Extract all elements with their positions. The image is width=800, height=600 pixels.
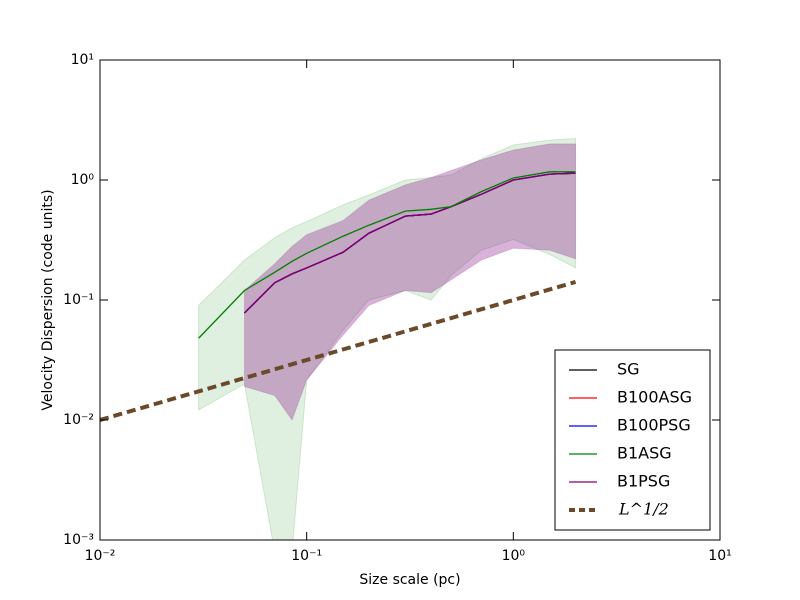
x-tick-label: 10⁰	[502, 548, 526, 564]
legend-label: B100PSG	[617, 416, 691, 435]
y-tick-label: 10⁻³	[63, 532, 94, 548]
band	[198, 137, 577, 540]
y-tick-label: 10¹	[71, 52, 94, 68]
x-tick-label: 10⁻¹	[291, 548, 322, 564]
reference-line	[100, 280, 577, 422]
legend-label: B1PSG	[617, 472, 670, 491]
series-line	[243, 172, 576, 314]
x-axis-label: Size scale (pc)	[359, 572, 460, 588]
series-line	[198, 171, 576, 339]
y-tick-label: 10⁰	[71, 172, 95, 188]
legend-label: B100ASG	[617, 388, 692, 407]
x-tick-label: 10¹	[708, 548, 731, 564]
legend-label: L^1/2	[618, 500, 669, 519]
legend-box	[554, 349, 711, 531]
legend-label: SG	[617, 360, 640, 379]
x-tick-label: 10⁻²	[85, 548, 116, 564]
y-axis-label: Velocity Dispersion (code units)	[40, 189, 56, 410]
y-tick-label: 10⁻²	[63, 412, 94, 428]
plot-area	[100, 137, 577, 540]
band	[243, 143, 577, 422]
y-tick-label: 10⁻¹	[63, 292, 94, 308]
legend-label: B1ASG	[617, 444, 672, 463]
